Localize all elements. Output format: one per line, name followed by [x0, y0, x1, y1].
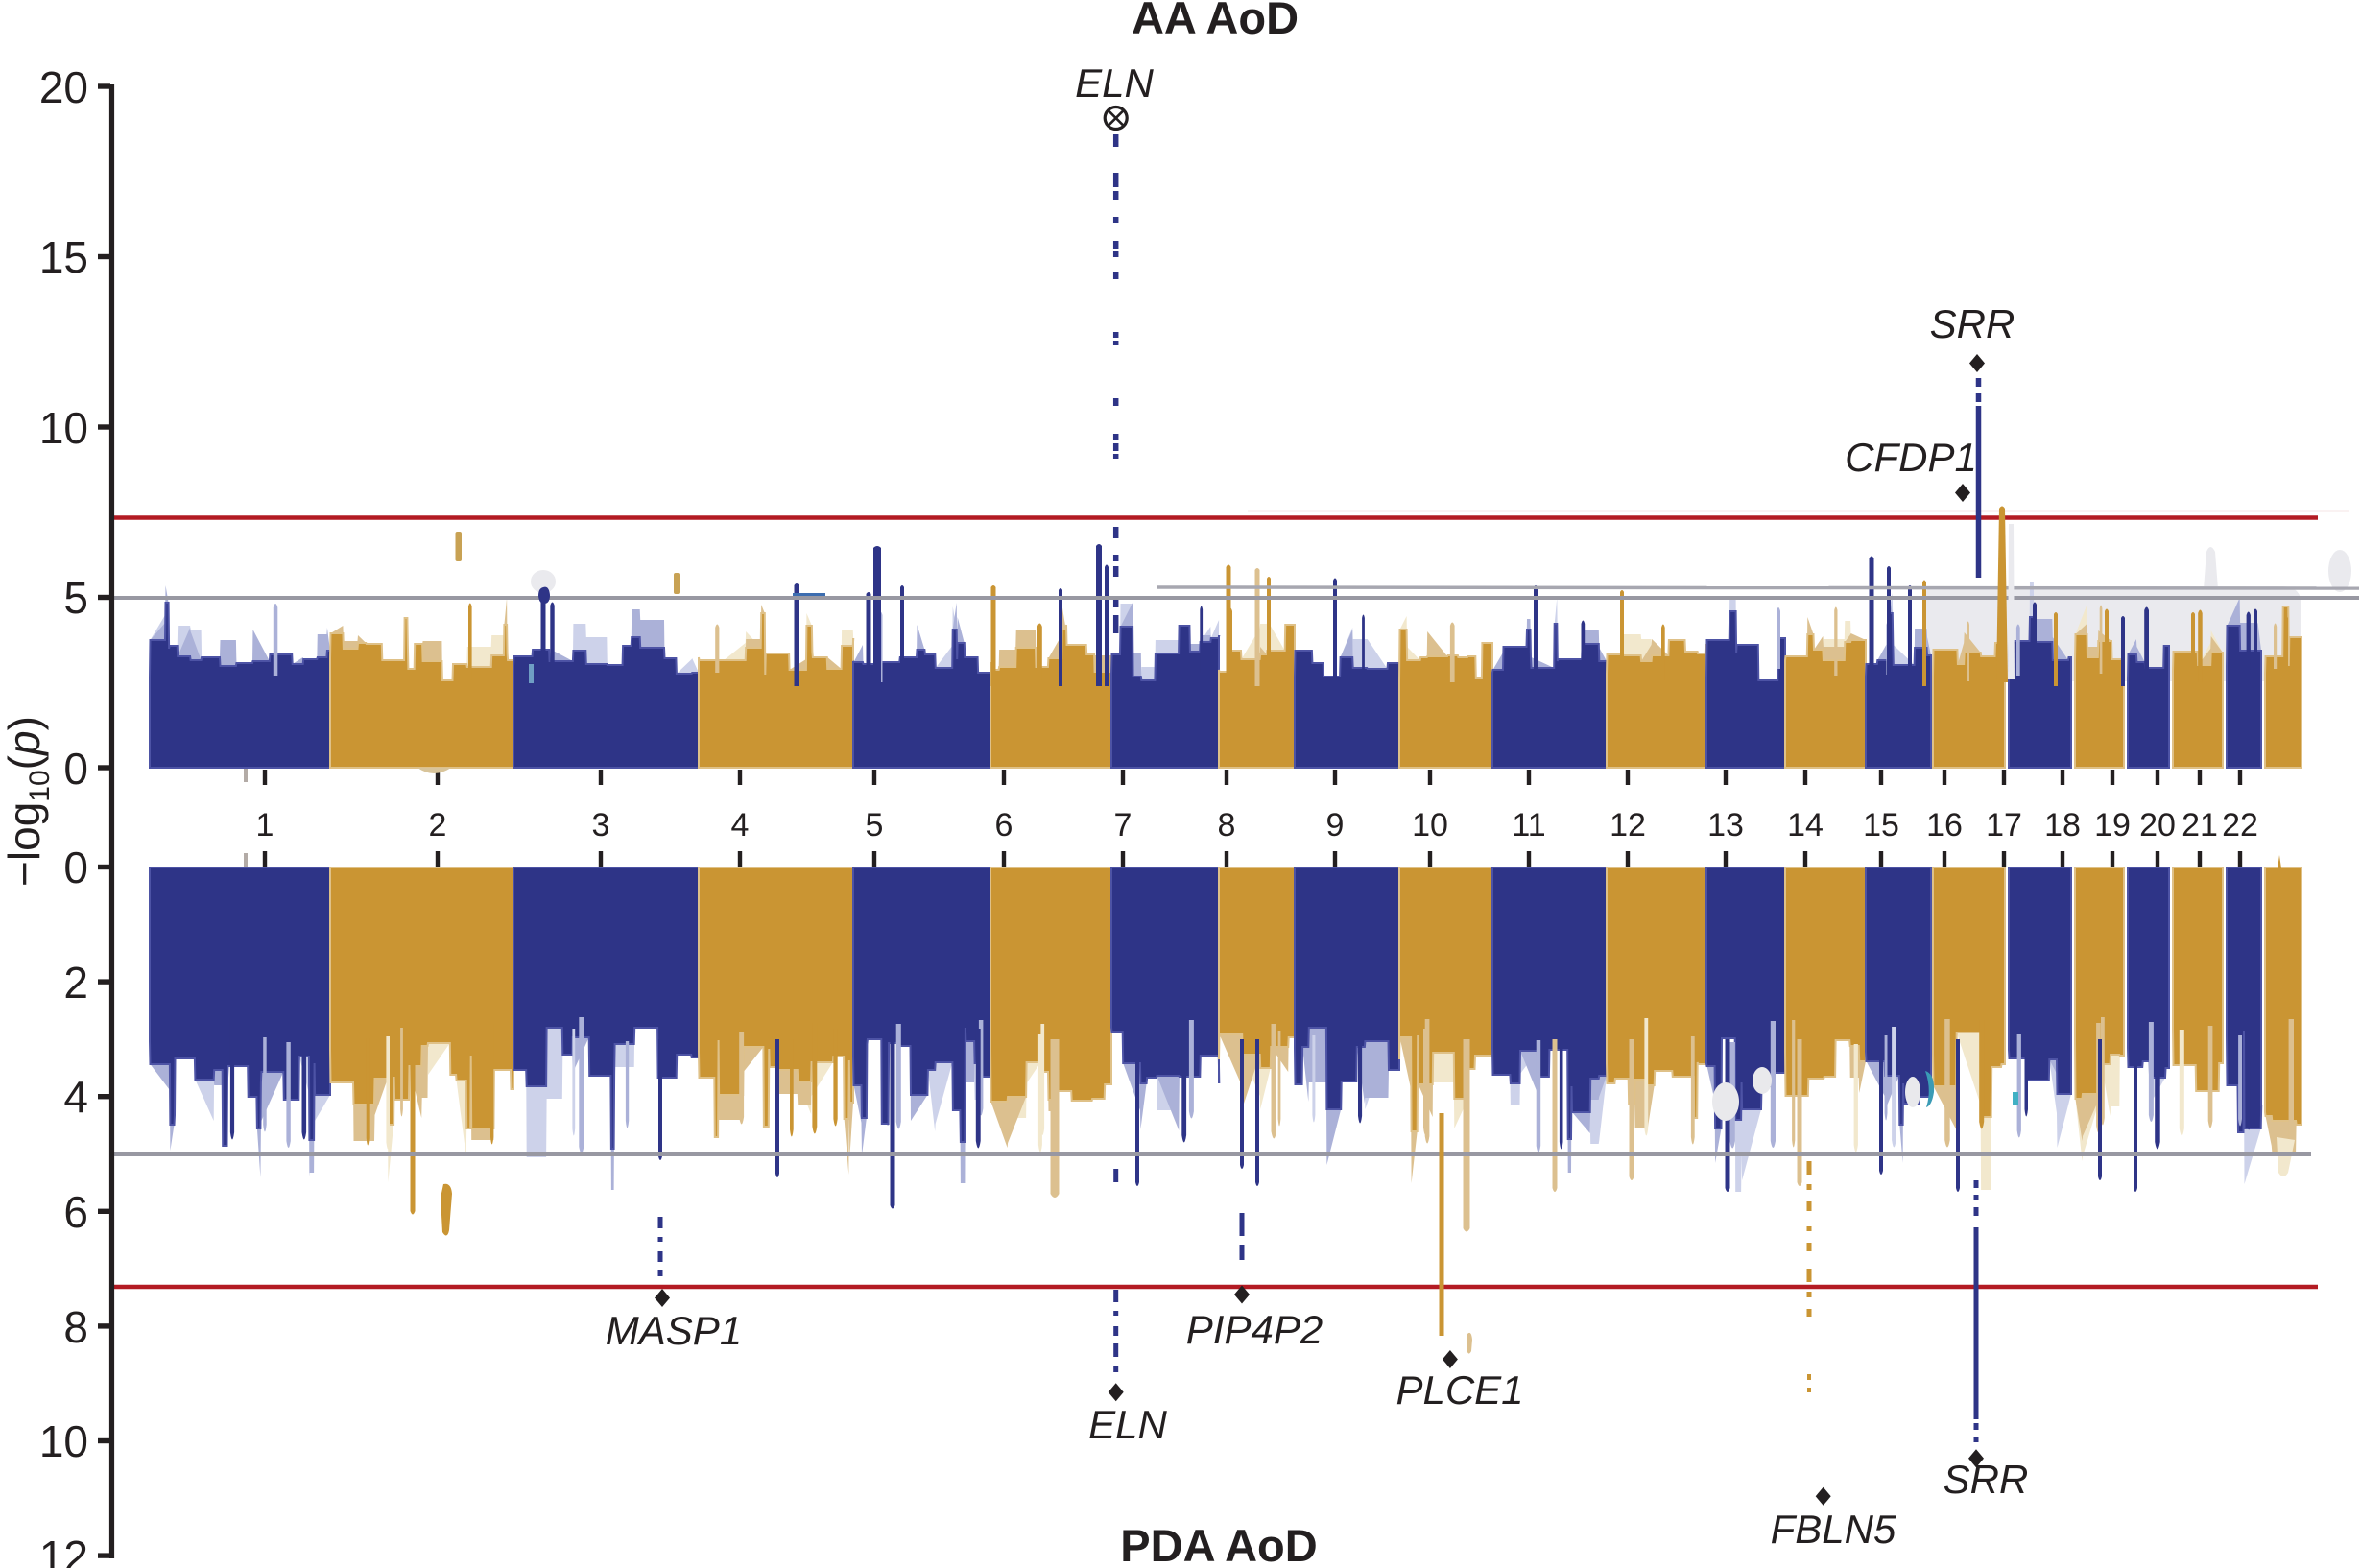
svg-text:SRR: SRR	[1930, 301, 2015, 346]
svg-text:SRR: SRR	[1944, 1457, 2029, 1502]
svg-text:17: 17	[1986, 807, 2022, 843]
svg-text:MASP1: MASP1	[606, 1308, 742, 1353]
svg-text:8: 8	[63, 1302, 88, 1352]
svg-text:5: 5	[63, 573, 88, 623]
svg-text:14: 14	[1787, 807, 1824, 843]
svg-text:−log10(p): −log10(p)	[0, 716, 56, 887]
svg-text:12: 12	[39, 1532, 88, 1568]
svg-text:16: 16	[1926, 807, 1963, 843]
svg-text:5: 5	[866, 807, 884, 843]
svg-text:ELN: ELN	[1075, 60, 1154, 106]
svg-text:FBLN5: FBLN5	[1771, 1507, 1896, 1552]
svg-text:15: 15	[1863, 807, 1899, 843]
svg-text:10: 10	[39, 1416, 88, 1466]
svg-text:ELN: ELN	[1088, 1402, 1167, 1447]
svg-text:18: 18	[2044, 807, 2081, 843]
svg-text:10: 10	[39, 403, 88, 453]
svg-text:3: 3	[592, 807, 610, 843]
svg-text:10: 10	[1412, 807, 1448, 843]
svg-text:20: 20	[39, 62, 88, 112]
svg-text:19: 19	[2094, 807, 2131, 843]
svg-text:4: 4	[63, 1072, 88, 1122]
svg-text:11: 11	[1512, 807, 1545, 843]
svg-text:PIP4P2: PIP4P2	[1186, 1307, 1323, 1352]
svg-text:7: 7	[1114, 807, 1133, 843]
svg-text:6: 6	[995, 807, 1014, 843]
svg-text:8: 8	[1218, 807, 1236, 843]
svg-text:2: 2	[429, 807, 447, 843]
svg-text:12: 12	[1610, 807, 1646, 843]
svg-text:1: 1	[256, 807, 274, 843]
svg-text:4: 4	[731, 807, 750, 843]
svg-text:0: 0	[63, 744, 88, 794]
svg-text:6: 6	[63, 1187, 88, 1237]
svg-text:13: 13	[1707, 807, 1744, 843]
svg-text:9: 9	[1326, 807, 1345, 843]
svg-text:21: 21	[2182, 807, 2218, 843]
svg-text:22: 22	[2222, 807, 2258, 843]
svg-text:AA AoD: AA AoD	[1132, 0, 1299, 43]
svg-text:0: 0	[63, 843, 88, 892]
svg-text:20: 20	[2139, 807, 2176, 843]
svg-text:15: 15	[39, 232, 88, 282]
svg-text:2: 2	[63, 958, 88, 1008]
svg-text:PLCE1: PLCE1	[1395, 1367, 1523, 1413]
svg-text:PDA AoD: PDA AoD	[1120, 1520, 1317, 1568]
svg-text:CFDP1: CFDP1	[1845, 435, 1977, 480]
